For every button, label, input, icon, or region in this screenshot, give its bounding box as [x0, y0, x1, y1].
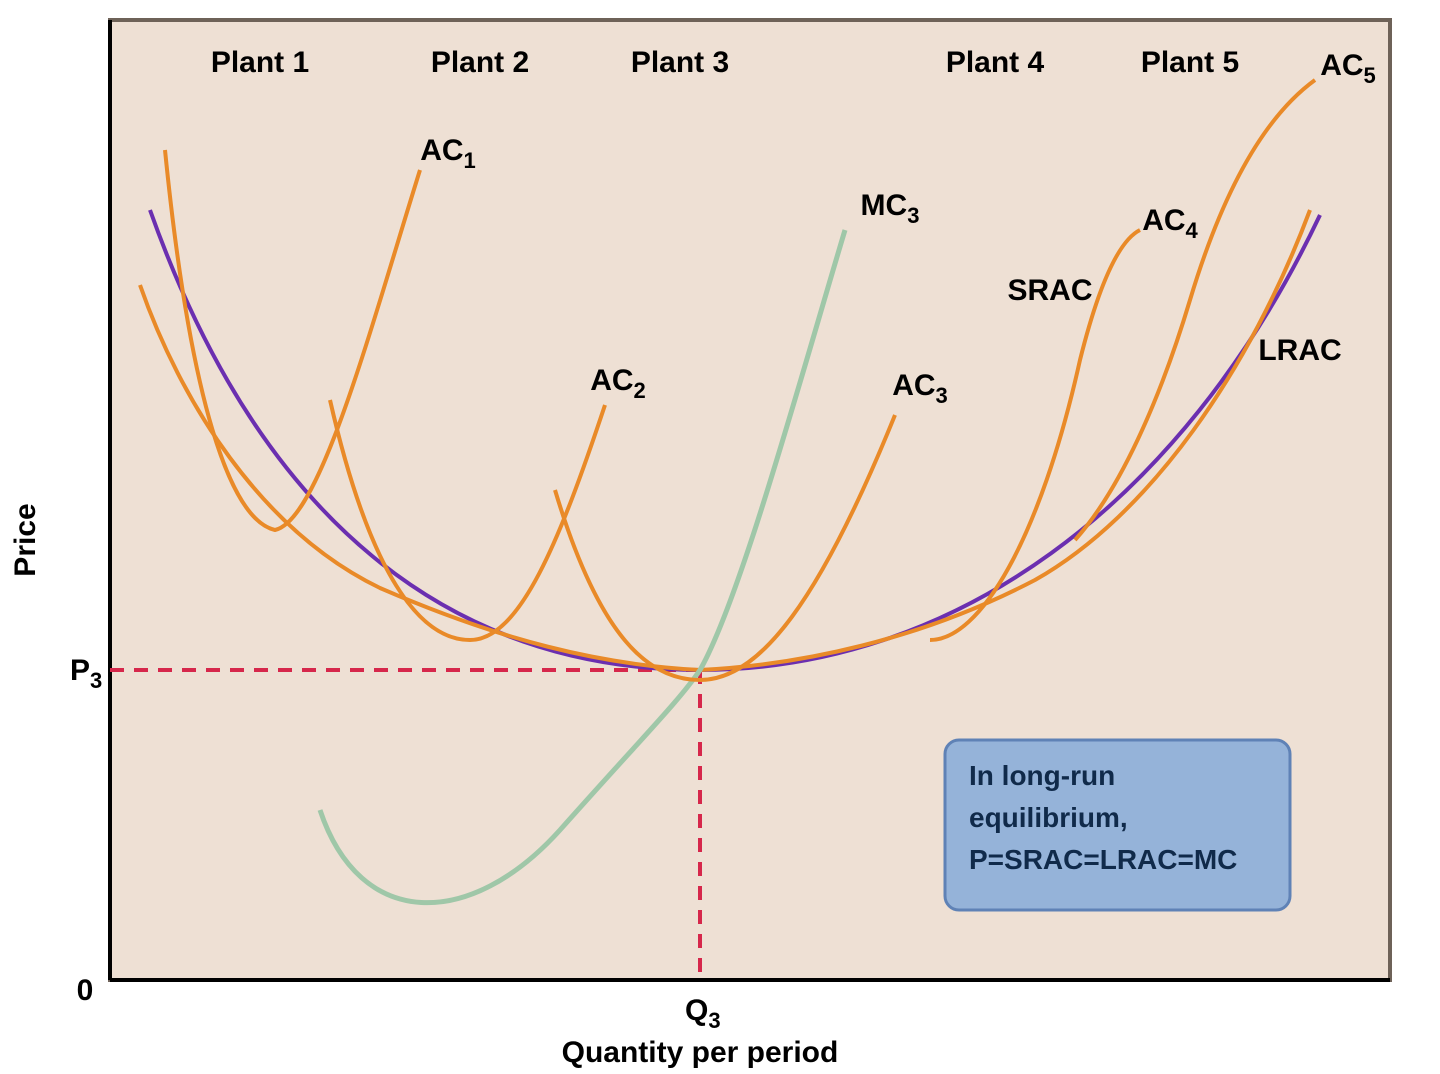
y-axis-label: Price — [9, 503, 42, 576]
plant-3-header: Plant 3 — [631, 46, 729, 79]
lrac_lbl: LRAC — [1258, 334, 1341, 367]
plant-1-header: Plant 1 — [211, 46, 309, 79]
srac_lbl: SRAC — [1007, 274, 1092, 307]
p3-label: P3 — [70, 654, 102, 693]
q3-label: Q3 — [685, 994, 721, 1033]
plant-4-header: Plant 4 — [946, 46, 1045, 79]
cost-curves-chart: Plant 1Plant 2Plant 3Plant 4Plant 5 AC1A… — [0, 0, 1440, 1074]
plant-2-header: Plant 2 — [431, 46, 529, 79]
chart-root: Plant 1Plant 2Plant 3Plant 4Plant 5 AC1A… — [0, 0, 1440, 1074]
plant-5-header: Plant 5 — [1141, 46, 1239, 79]
origin-label: 0 — [77, 974, 94, 1007]
x-axis-label: Quantity per period — [562, 1036, 839, 1069]
